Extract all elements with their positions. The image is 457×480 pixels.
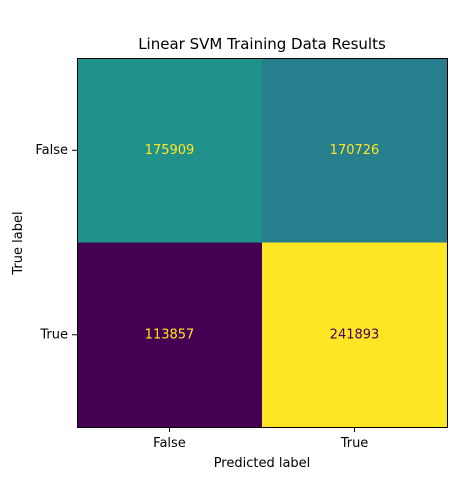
- heatmap-cell-labels: 175909 170726 113857 241893: [145, 143, 380, 343]
- heatmap-cell-0-1: [262, 58, 448, 243]
- heatmap-cell-1-1: [262, 242, 448, 428]
- heatmap-cell-0-0: [77, 58, 263, 243]
- x-tick-label: False: [153, 436, 186, 451]
- cell-value-label-0-1: 170726: [330, 143, 380, 158]
- x-axis-label: Predicted label: [214, 456, 311, 471]
- y-tick-label: True: [39, 327, 68, 342]
- cell-value-label-1-0: 113857: [145, 327, 195, 342]
- heatmap-cells: [77, 58, 448, 428]
- cell-value-label-1-1: 241893: [330, 327, 380, 342]
- y-axis-ticks: False True: [35, 143, 77, 342]
- y-tick-label: False: [35, 143, 68, 158]
- plot-frame: [77, 58, 448, 428]
- x-tick-label: True: [340, 436, 369, 451]
- y-axis-label: True label: [11, 211, 26, 275]
- heatmap-cell-1-0: [77, 242, 263, 428]
- x-axis-ticks: False True: [153, 427, 368, 451]
- cell-value-label-0-0: 175909: [145, 143, 195, 158]
- chart-title: Linear SVM Training Data Results: [138, 35, 386, 53]
